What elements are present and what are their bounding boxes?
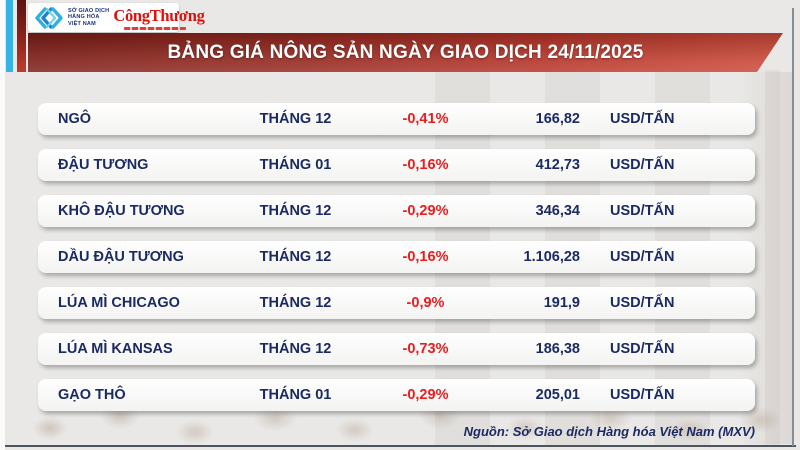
- commodity-name: KHÔ ĐẬU TƯƠNG: [58, 203, 185, 219]
- mxv-logo-line: HÀNG HÓA: [68, 14, 100, 21]
- price-value: 186,38: [535, 341, 580, 357]
- change-percent: -0,16%: [402, 249, 449, 265]
- logo-bar: SỞ GIAO DỊCH HÀNG HÓA VIỆT NAM CôngThươn…: [28, 3, 205, 32]
- decor-stripe-cyan: [6, 0, 13, 72]
- commodity-name: LÚA MÌ KANSAS: [58, 341, 173, 357]
- price-unit: USD/TẤN: [610, 249, 675, 265]
- mxv-logo-line: SỞ GIAO DỊCH: [68, 7, 110, 14]
- source-credit: Nguồn: Sở Giao dịch Hàng hóa Việt Nam (M…: [463, 424, 755, 439]
- table-row: ĐẬU TƯƠNG THÁNG 01 -0,16% 412,73 USD/TẤN: [38, 149, 755, 181]
- price-unit: USD/TẤN: [610, 295, 675, 311]
- contract-month: THÁNG 12: [259, 295, 332, 311]
- change-percent: -0,73%: [402, 341, 449, 357]
- price-value: 1.106,28: [523, 249, 580, 265]
- price-value: 412,73: [535, 157, 580, 173]
- table-row: GẠO THÔ THÁNG 01 -0,29% 205,01 USD/TẤN: [38, 379, 755, 411]
- price-unit: USD/TẤN: [610, 341, 675, 357]
- price-value: 205,01: [535, 387, 580, 403]
- page-title: BẢNG GIÁ NÔNG SẢN NGÀY GIAO DỊCH 24/11/2…: [167, 41, 644, 63]
- contract-month: THÁNG 12: [259, 341, 332, 357]
- change-percent: -0,41%: [402, 111, 449, 127]
- bottom-border-line: [5, 445, 796, 447]
- price-unit: USD/TẤN: [610, 387, 675, 403]
- price-unit: USD/TẤN: [610, 203, 675, 219]
- mxv-logo-text: SỞ GIAO DỊCH HÀNG HÓA VIỆT NAM: [68, 8, 109, 28]
- title-banner: BẢNG GIÁ NÔNG SẢN NGÀY GIAO DỊCH 24/11/2…: [28, 33, 783, 72]
- decor-stripe-red: [17, 0, 26, 72]
- change-percent: -0,16%: [402, 157, 449, 173]
- change-percent: -0,29%: [402, 203, 449, 219]
- table-row: DẦU ĐẬU TƯƠNG THÁNG 12 -0,16% 1.106,28 U…: [38, 241, 755, 273]
- congthuong-logo: CôngThương: [113, 6, 205, 26]
- commodity-name: LÚA MÌ CHICAGO: [58, 295, 180, 311]
- price-unit: USD/TẤN: [610, 157, 675, 173]
- table-row: KHÔ ĐẬU TƯƠNG THÁNG 12 -0,29% 346,34 USD…: [38, 195, 755, 227]
- commodity-name: NGÔ: [58, 111, 92, 127]
- table-row: LÚA MÌ CHICAGO THÁNG 12 -0,9% 191,9 USD/…: [38, 287, 755, 319]
- mxv-logo-line: VIỆT NAM: [68, 20, 96, 27]
- commodity-name: DẦU ĐẬU TƯƠNG: [58, 249, 184, 265]
- contract-month: THÁNG 01: [259, 157, 332, 173]
- change-percent: -0,29%: [402, 387, 449, 403]
- table-row: NGÔ THÁNG 12 -0,41% 166,82 USD/TẤN: [38, 103, 755, 135]
- price-table: NGÔ THÁNG 12 -0,41% 166,82 USD/TẤN ĐẬU T…: [38, 103, 755, 425]
- price-value: 191,9: [543, 295, 580, 311]
- table-row: LÚA MÌ KANSAS THÁNG 12 -0,73% 186,38 USD…: [38, 333, 755, 365]
- change-percent: -0,9%: [406, 295, 445, 311]
- price-unit: USD/TẤN: [610, 111, 675, 127]
- commodity-name: ĐẬU TƯƠNG: [58, 157, 149, 173]
- congthuong-tagline: [124, 27, 186, 30]
- contract-month: THÁNG 12: [259, 249, 332, 265]
- left-edge: [0, 0, 5, 450]
- commodity-name: GẠO THÔ: [58, 387, 126, 403]
- contract-month: THÁNG 01: [259, 387, 332, 403]
- price-value: 346,34: [535, 203, 580, 219]
- price-value: 166,82: [535, 111, 580, 127]
- mxv-chevrons-icon: [35, 6, 63, 29]
- contract-month: THÁNG 12: [259, 203, 332, 219]
- contract-month: THÁNG 12: [259, 111, 332, 127]
- right-border-line: [792, 8, 794, 446]
